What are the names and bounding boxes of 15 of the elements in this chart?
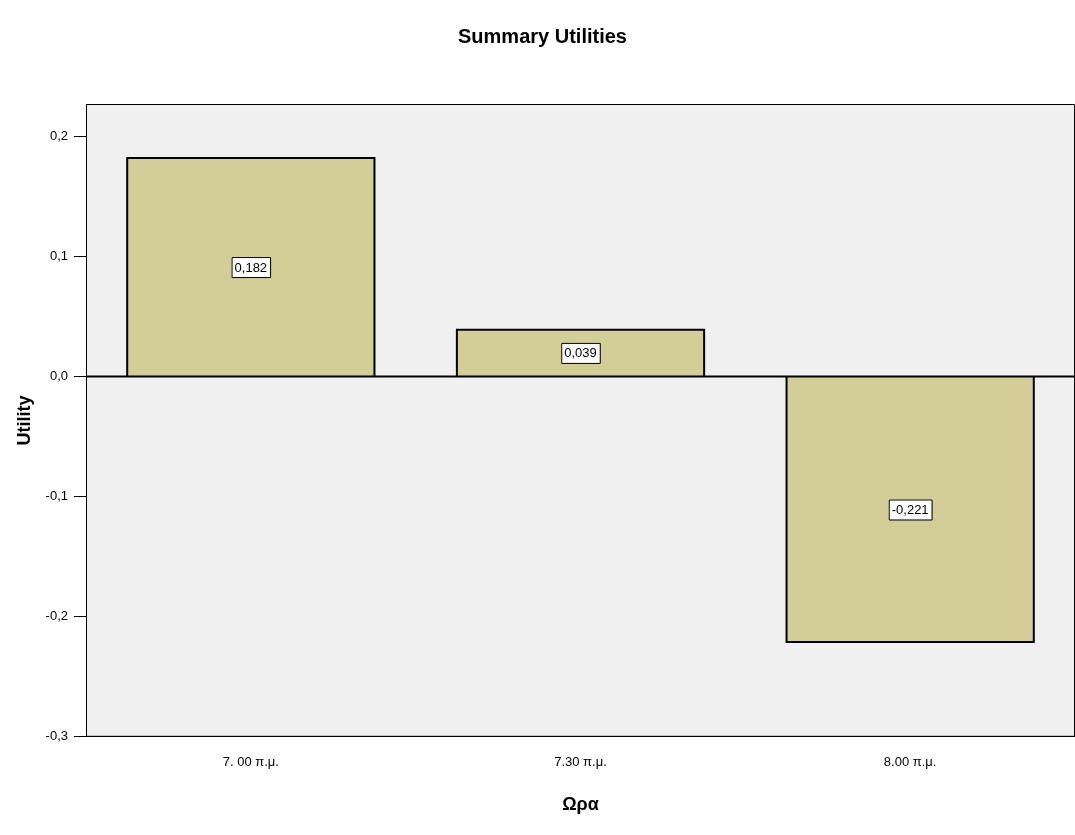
y-tick-label: -0,3 <box>45 728 68 744</box>
y-tick-label: 0,1 <box>49 248 68 264</box>
y-tick-label: -0,1 <box>45 488 68 504</box>
data-label: -0,221 <box>891 502 929 518</box>
chart-title: Summary Utilities <box>458 24 627 47</box>
x-tick-label: 7.30 π.μ. <box>554 754 607 770</box>
x-tick-label: 8.00 π.μ. <box>883 754 937 770</box>
data-label: 0,182 <box>234 259 268 275</box>
x-axis-title: Ωρα <box>562 794 599 815</box>
y-tick-label: 0,0 <box>49 368 68 384</box>
data-label: 0,039 <box>564 345 597 361</box>
y-tick-label: -0,2 <box>45 608 68 624</box>
y-axis-title: Utility <box>13 395 34 446</box>
y-tick-label: 0,2 <box>49 128 68 143</box>
x-tick-label: 7. 00 π.μ. <box>222 754 279 770</box>
